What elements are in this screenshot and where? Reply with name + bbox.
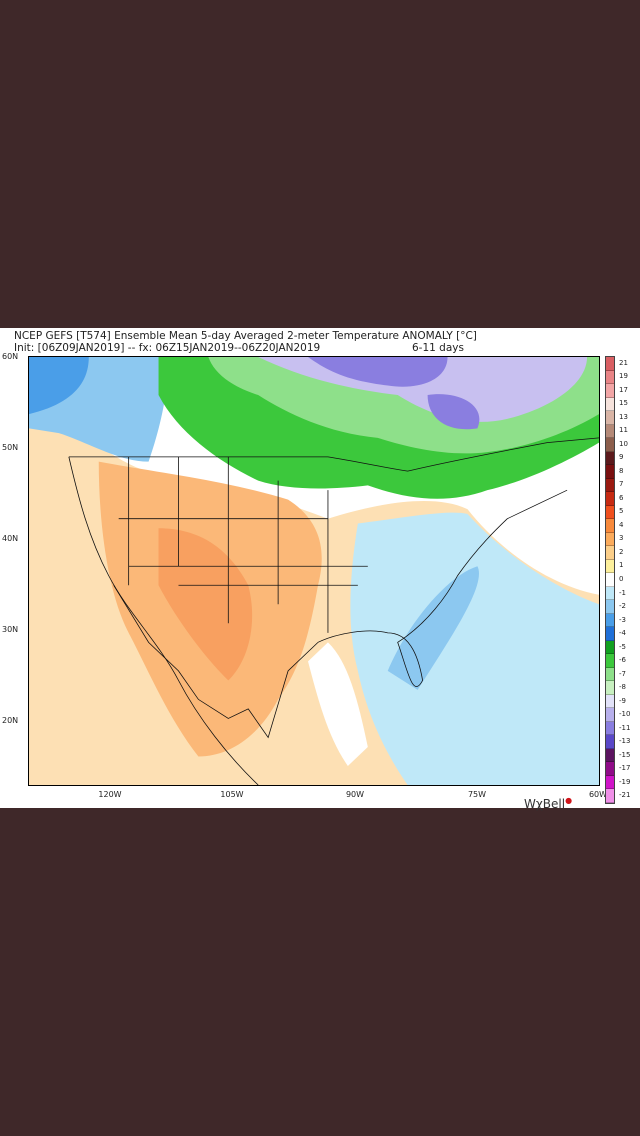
- lat-label: 40N: [2, 534, 19, 543]
- state-lines: [118, 456, 368, 633]
- colorbar-label: -19: [619, 777, 631, 786]
- colorbar-swatch: [606, 357, 614, 371]
- lon-label: 60W: [588, 790, 608, 799]
- colorbar-swatch: [606, 532, 614, 546]
- colorbar-label: 8: [619, 466, 624, 475]
- colorbar-label: -11: [619, 723, 631, 732]
- chart-title: NCEP GEFS [T574] Ensemble Mean 5-day Ave…: [14, 330, 477, 342]
- lon-label: 105W: [220, 790, 244, 799]
- colorbar-label: 11: [619, 426, 628, 435]
- colorbar-label: -13: [619, 737, 631, 746]
- colorbar-swatch: [606, 519, 614, 533]
- colorbar-swatch: [606, 667, 614, 681]
- colorbar-swatch: [606, 384, 614, 398]
- colorbar-label: -21: [619, 791, 631, 800]
- cool-atlantic-shading: [350, 512, 599, 785]
- colorbar: [605, 356, 615, 804]
- colorbar-label: 4: [619, 520, 624, 529]
- colorbar-swatch: [606, 559, 614, 573]
- colorbar-label: -3: [619, 615, 626, 624]
- colorbar-label: 19: [619, 372, 628, 381]
- lat-label: 50N: [2, 443, 19, 452]
- colorbar-swatch: [606, 586, 614, 600]
- colorbar-swatch: [606, 654, 614, 668]
- colorbar-swatch: [606, 735, 614, 749]
- political-boundaries: [68, 437, 599, 785]
- pacific-coast: [68, 456, 259, 785]
- colorbar-swatch: [606, 397, 614, 411]
- lat-label: 30N: [2, 625, 19, 634]
- init-forecast-text: Init: [06Z09JAN2019] -- fx: 06Z15JAN2019…: [14, 342, 321, 354]
- anomaly-field: [29, 357, 599, 785]
- neutral-gulf-shading: [308, 642, 368, 766]
- colorbar-label: 6: [619, 493, 624, 502]
- colorbar-label: 1: [619, 561, 624, 570]
- colorbar-label: -1: [619, 588, 626, 597]
- temperature-anomaly-map: [28, 356, 600, 786]
- map-panel: NCEP GEFS [T574] Ensemble Mean 5-day Ave…: [0, 328, 640, 811]
- colorbar-label: 21: [619, 358, 628, 367]
- colorbar-label: 3: [619, 534, 624, 543]
- colorbar-label: -7: [619, 669, 626, 678]
- colorbar-label: -10: [619, 710, 631, 719]
- very-cold-hudson-core: [308, 357, 480, 430]
- lat-label: 60N: [2, 352, 19, 361]
- lon-label: 120W: [98, 790, 122, 799]
- colorbar-swatch: [606, 465, 614, 479]
- gulf-atlantic-coast: [317, 489, 568, 687]
- colorbar-swatch: [606, 546, 614, 560]
- colorbar-swatch: [606, 762, 614, 776]
- colorbar-label: 17: [619, 385, 628, 394]
- lat-label: 20N: [2, 716, 19, 725]
- colorbar-swatch: [606, 748, 614, 762]
- colorbar-label: -9: [619, 696, 626, 705]
- colorbar-swatch: [606, 573, 614, 587]
- colorbar-swatch: [606, 640, 614, 654]
- cool-northwest-core: [29, 357, 89, 415]
- colorbar-swatch: [606, 370, 614, 384]
- colorbar-label: -8: [619, 683, 626, 692]
- colorbar-swatch: [606, 600, 614, 614]
- us-mexico-border: [113, 585, 319, 739]
- colorbar-label: -15: [619, 750, 631, 759]
- colorbar-label: 15: [619, 399, 628, 408]
- colorbar-label: -17: [619, 764, 631, 773]
- colorbar-label: 5: [619, 507, 624, 516]
- colorbar-label: 7: [619, 480, 624, 489]
- colorbar-label: -2: [619, 602, 626, 611]
- colorbar-swatch: [606, 694, 614, 708]
- colorbar-label: 2: [619, 547, 624, 556]
- colorbar-label: -6: [619, 656, 626, 665]
- colorbar-label: 0: [619, 575, 624, 583]
- colorbar-swatch: [606, 451, 614, 465]
- cool-atlantic-core: [387, 566, 479, 690]
- colorbar-swatch: [606, 775, 614, 789]
- colorbar-swatch: [606, 411, 614, 425]
- lon-label: 90W: [345, 790, 365, 799]
- lon-label: 75W: [467, 790, 487, 799]
- colorbar-swatch: [606, 627, 614, 641]
- colorbar-swatch: [606, 478, 614, 492]
- colorbar-swatch: [606, 613, 614, 627]
- colorbar-swatch: [606, 789, 614, 803]
- colorbar-swatch: [606, 708, 614, 722]
- colorbar-label: 9: [619, 453, 624, 462]
- colorbar-label: -5: [619, 642, 626, 651]
- wxbell-logo: WχBell●: [524, 796, 573, 811]
- colorbar-swatch: [606, 492, 614, 506]
- logo-text: WχBell: [524, 797, 566, 811]
- colorbar-swatch: [606, 505, 614, 519]
- forecast-range: 6-11 days: [412, 342, 464, 354]
- colorbar-swatch: [606, 721, 614, 735]
- colorbar-label: 13: [619, 412, 628, 421]
- colorbar-swatch: [606, 424, 614, 438]
- colorbar-swatch: [606, 681, 614, 695]
- colorbar-label: -4: [619, 629, 626, 638]
- colorbar-swatch: [606, 438, 614, 452]
- us-canada-border: [68, 437, 599, 472]
- colorbar-label: 10: [619, 439, 628, 448]
